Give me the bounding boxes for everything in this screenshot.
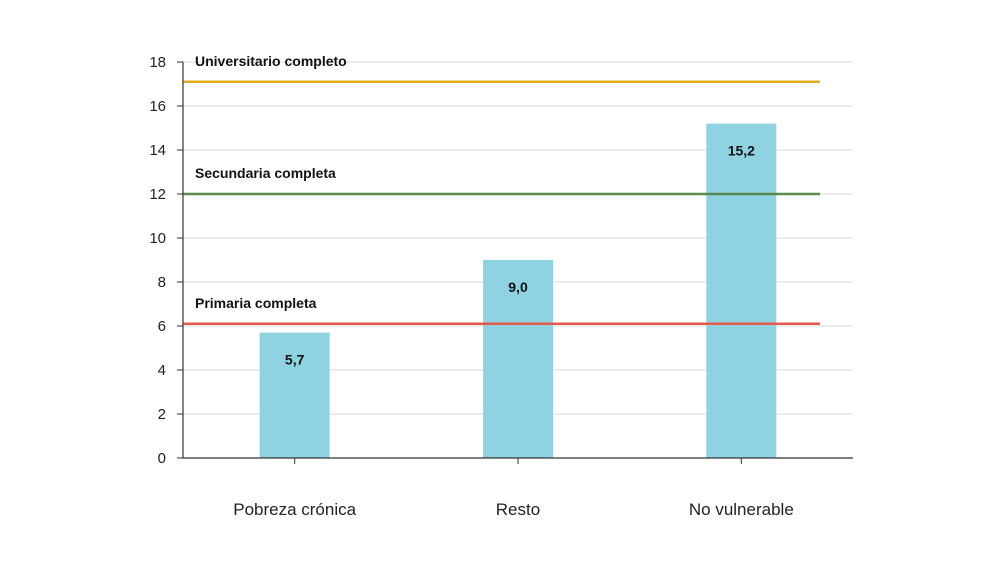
y-tick-label: 8 [158, 274, 166, 291]
y-tick-label: 0 [158, 450, 166, 467]
reference-line-label: Primaria completa [195, 295, 317, 311]
bar [706, 123, 777, 458]
y-tick-label: 2 [158, 406, 166, 423]
reference-line-label: Universitario completo [195, 53, 347, 69]
y-tick-label: 12 [149, 186, 166, 203]
y-tick-label: 10 [149, 230, 166, 247]
bar [483, 260, 553, 458]
bar [259, 332, 330, 458]
y-tick-label: 6 [158, 318, 166, 335]
y-tick-label: 4 [158, 362, 166, 379]
y-tick-label: 18 [149, 54, 166, 71]
reference-line-label: Secundaria completa [195, 165, 336, 181]
y-tick-label: 16 [149, 98, 166, 115]
bars [259, 123, 777, 458]
data-label: 9,0 [508, 279, 528, 295]
labels: 0 2 4 6 8 10 12 14 16 18 5,7 Pobreza crónica 9,0 Rest… [149, 53, 793, 519]
data-label: 5,7 [285, 352, 305, 368]
reference-lines [183, 80, 820, 326]
y-tick-label: 14 [149, 142, 166, 159]
x-tick-label: Pobreza crónica [233, 500, 356, 519]
axes [177, 61, 853, 464]
data-label: 15,2 [728, 143, 755, 159]
x-tick-label: Resto [496, 500, 540, 519]
x-tick-label: No vulnerable [689, 500, 794, 519]
